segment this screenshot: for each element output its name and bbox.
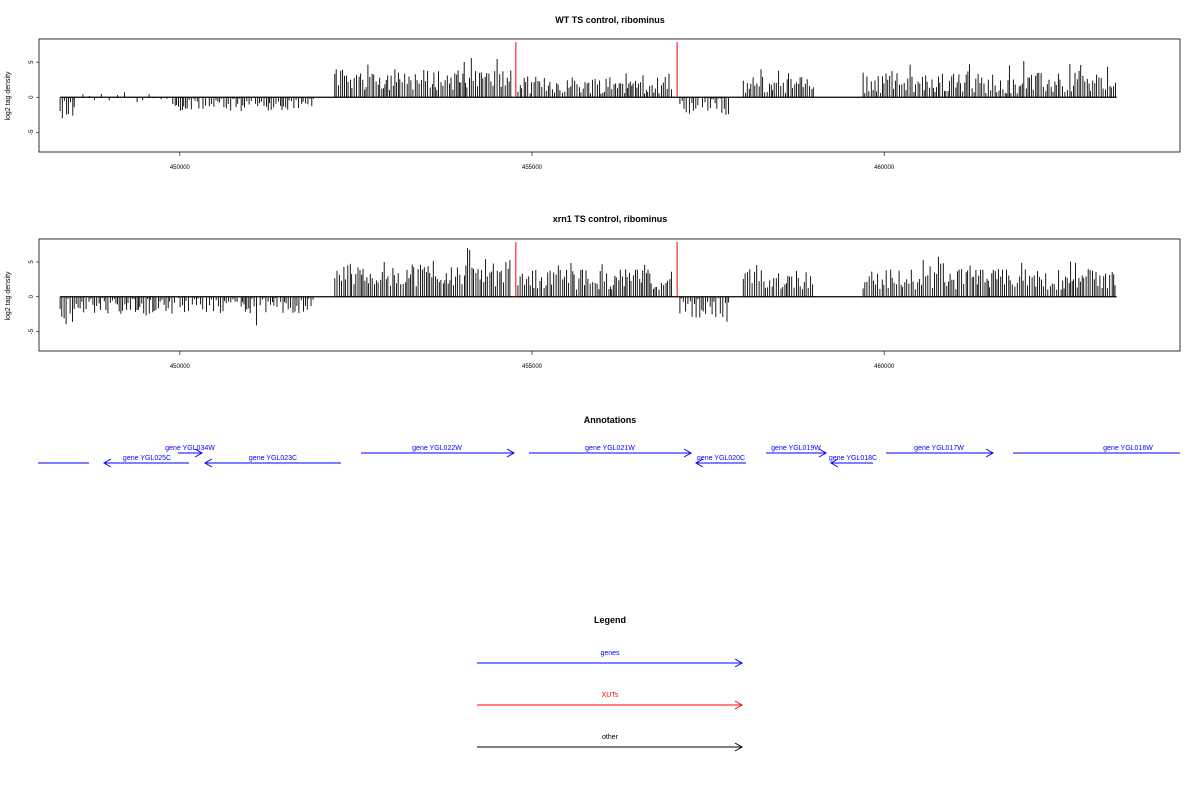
- gene-label: gene YGL020C: [697, 455, 745, 462]
- xrn1-y-tick-label: -5: [29, 328, 35, 334]
- gene-arrow-head: [203, 458, 213, 468]
- legend-arrow-head: [734, 658, 744, 668]
- annotations-title: Annotations: [584, 415, 637, 425]
- wt-y-axis-label: log2 tag density: [5, 71, 12, 121]
- xrn1-panel-title: xrn1 TS control, ribominus: [553, 214, 668, 224]
- gene-label: gene YGL017W: [914, 445, 964, 452]
- wt-density-bars: [59, 42, 1117, 119]
- legend-items: genes XUTs other: [477, 650, 744, 752]
- legend-arrow-head: [734, 700, 744, 710]
- gene-arrow-head: [694, 458, 704, 468]
- legend-arrow-head: [734, 742, 744, 752]
- wt-y-tick-label: -5: [29, 129, 35, 135]
- wt-x-tick-label: 460000: [874, 165, 895, 171]
- xrn1-x-tick-label: 455000: [522, 364, 543, 370]
- wt-x-tick-label: 450000: [170, 165, 191, 171]
- gene-arrow-head: [506, 448, 516, 458]
- legend-title: Legend: [594, 615, 626, 625]
- wt-axes: 450000 455000 460000 -5 0 5: [29, 60, 895, 171]
- xrn1-x-tick-label: 460000: [874, 364, 895, 370]
- wt-x-tick-label: 455000: [522, 165, 543, 171]
- legend-label-XUTs: XUTs: [602, 692, 619, 699]
- gene-arrow-head: [102, 458, 112, 468]
- gene-label: gene YGL022W: [412, 445, 462, 452]
- gene-arrow-head: [985, 448, 995, 458]
- gene-track: gene YGL034W gene YGL025C gene YGL023C gene…: [38, 445, 1180, 468]
- gene-label: gene YGL025C: [123, 455, 171, 462]
- gene-label: gene YGL021W: [585, 445, 635, 452]
- xrn1-density-bars: [59, 242, 1117, 326]
- xrn1-axes: 450000 455000 460000 -5 0 5: [29, 260, 895, 370]
- gene-label: gene YGL018C: [829, 455, 877, 462]
- legend-label-genes: genes: [600, 650, 620, 657]
- xrn1-panel: xrn1 TS control, ribominus log2 tag dens…: [5, 214, 1181, 370]
- gene-arrow-head: [818, 448, 828, 458]
- gene-arrow-head: [194, 448, 204, 458]
- gene-arrow-head: [829, 458, 839, 468]
- xrn1-y-tick-label: 5: [29, 260, 35, 264]
- legend-label-other: other: [602, 734, 619, 741]
- wt-panel: WT TS control, ribominus log2 tag densit…: [5, 15, 1181, 171]
- xrn1-y-axis-label: log2 tag density: [5, 271, 12, 321]
- wt-plot-frame: [38, 38, 1181, 153]
- gene-label: gene YGL019W: [771, 445, 821, 452]
- gene-arrow-head: [683, 448, 693, 458]
- wt-panel-title: WT TS control, ribominus: [555, 15, 665, 25]
- gene-label: gene YGL016W: [1103, 445, 1153, 452]
- xrn1-y-tick-label: 0: [29, 294, 35, 298]
- wt-y-tick-label: 5: [29, 60, 35, 64]
- gene-label: gene YGL023C: [249, 455, 297, 462]
- wt-y-tick-label: 0: [29, 95, 35, 99]
- gene-label: gene YGL034W: [165, 445, 215, 452]
- xrn1-plot-frame: [38, 238, 1181, 352]
- legend: Legend genes XUTs other: [477, 615, 744, 752]
- xrn1-x-tick-label: 450000: [170, 364, 191, 370]
